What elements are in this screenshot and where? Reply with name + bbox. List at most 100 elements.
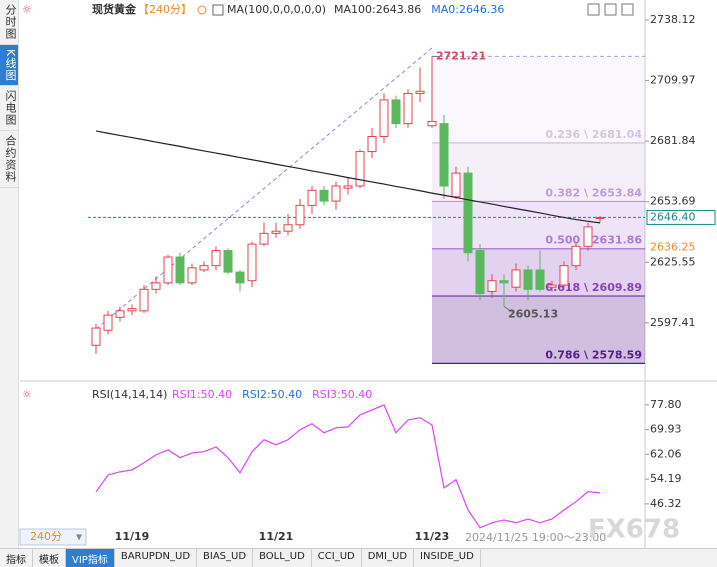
- y-tick-label: 2709.97: [650, 74, 696, 87]
- candle-body: [511, 269, 521, 288]
- candle-body: [307, 189, 317, 206]
- bottom-tab[interactable]: CCI_UD: [312, 549, 362, 567]
- fib-label: 0.382 \ 2653.84: [545, 186, 642, 199]
- y-tick-label: 77.80: [650, 398, 682, 411]
- candle-body: [499, 280, 509, 284]
- toolbar-icons: [587, 3, 634, 16]
- candle-body: [211, 250, 221, 267]
- candle-body: [451, 172, 461, 198]
- y-tick-label: 2681.84: [650, 134, 696, 147]
- period-label: 【240分】: [138, 3, 192, 16]
- annotation-pointer: [503, 305, 513, 313]
- candle-body: [391, 99, 401, 125]
- tool-icon[interactable]: [587, 3, 600, 16]
- candle-body: [127, 308, 137, 312]
- bottom-tab[interactable]: 模板: [33, 549, 66, 567]
- fib-label: 0.618 \ 2609.89: [545, 281, 642, 294]
- x-tick-label: 11/21: [259, 530, 294, 543]
- candle-body: [163, 256, 173, 284]
- annotation-label: 2605.13: [508, 307, 558, 320]
- candle-body: [223, 250, 233, 273]
- y-tick-label: 2625.55: [650, 255, 696, 268]
- instrument-title: 现货黄金: [92, 2, 137, 16]
- y-tick-label: 2738.12: [650, 13, 696, 26]
- candle-body: [367, 135, 377, 153]
- candle-body: [475, 250, 485, 295]
- bottom-tab[interactable]: DMI_UD: [362, 549, 415, 567]
- price-tag: [646, 209, 716, 225]
- y-tick-label: 46.32: [650, 497, 682, 510]
- legend-entry: MA0:2646.36: [431, 3, 504, 16]
- candle-body: [319, 189, 329, 202]
- price-tag-label: 2646.40: [650, 210, 696, 223]
- watermark: FX678: [588, 515, 680, 545]
- main-icon[interactable]: ☼: [22, 3, 32, 16]
- indicator-label: MA(100,0,0,0,0,0): [227, 3, 326, 16]
- candle-body: [439, 123, 449, 187]
- bottom-tab[interactable]: BOLL_UD: [253, 549, 312, 567]
- y-tick-label: 54.19: [650, 472, 682, 485]
- candle-body: [295, 204, 305, 226]
- candle-body: [235, 271, 245, 284]
- sidebar-tab[interactable]: 闪电图: [0, 86, 18, 132]
- legend-entry: RSI1:50.40: [172, 388, 232, 401]
- fib-label: 0.236 \ 2681.04: [545, 128, 642, 141]
- candle-body: [595, 216, 605, 219]
- bottom-tab[interactable]: INSIDE_UD: [414, 549, 481, 567]
- candle-body: [427, 120, 437, 127]
- candle-body: [487, 280, 497, 292]
- candle-body: [535, 269, 545, 290]
- candle-body: [355, 151, 365, 187]
- sidebar: 分时图 K线图 闪电图 合约资料: [0, 0, 19, 548]
- candle-body: [259, 232, 269, 245]
- candle-body: [91, 327, 101, 346]
- tool-icon[interactable]: [621, 3, 634, 16]
- y-tick-label: 69.93: [650, 423, 682, 436]
- series-line: [95, 404, 601, 529]
- candle-body: [547, 284, 557, 288]
- trend-line: [95, 47, 433, 330]
- candle-body: [571, 245, 581, 267]
- candle-body: [247, 243, 257, 282]
- fib-label: 0.500 \ 2631.86: [545, 234, 642, 247]
- fib-band: [432, 296, 645, 364]
- candle-body: [379, 99, 389, 137]
- candle-body: [331, 185, 341, 202]
- y-tick-label: 2653.69: [650, 195, 696, 208]
- candle-body: [199, 265, 209, 271]
- bottom-tab[interactable]: VIP指标: [66, 549, 115, 567]
- tool-icon[interactable]: [604, 3, 617, 16]
- x-tick-label: 11/23: [415, 530, 450, 543]
- candle-body: [151, 282, 161, 290]
- candle-body: [523, 269, 533, 290]
- sidebar-tab[interactable]: 合约资料: [0, 131, 18, 189]
- dropdown-arrow[interactable]: ▼: [76, 533, 83, 542]
- sidebar-tab[interactable]: 分时图: [0, 0, 18, 45]
- x-tick-label: 11/19: [115, 530, 150, 543]
- price-tag-label: 2636.25: [650, 240, 696, 253]
- candle-body: [403, 92, 413, 125]
- rsi-icon[interactable]: ☼: [22, 388, 32, 401]
- candle-body: [115, 310, 125, 318]
- rsi-title: RSI(14,14,14): [92, 388, 167, 401]
- candle-body: [583, 226, 593, 247]
- bottom-tab[interactable]: 指标: [0, 549, 33, 567]
- candle-body: [343, 185, 353, 189]
- fib-band: [432, 56, 645, 143]
- series-line: [95, 130, 601, 224]
- candle-body: [187, 267, 197, 284]
- candle-body: [271, 230, 281, 234]
- sidebar-tab[interactable]: K线图: [0, 45, 18, 87]
- legend-entry: MA100:2643.86: [334, 3, 421, 16]
- chart: 现货黄金 【240分】 MA(100,0,0,0,0,0) RSI(14,14,…: [19, 0, 717, 548]
- bottom-tab[interactable]: BIAS_UD: [197, 549, 254, 567]
- settings-icon[interactable]: [212, 4, 224, 16]
- period-selector[interactable]: [19, 528, 87, 546]
- period-selector-label[interactable]: 240分: [30, 530, 62, 543]
- legend-entry: RSI3:50.40: [312, 388, 372, 401]
- bottom-tab[interactable]: BARUPDN_UD: [115, 549, 198, 567]
- collapse-icon[interactable]: [197, 5, 207, 15]
- candle-body: [415, 90, 425, 94]
- annotation-label: 2721.21: [436, 49, 486, 62]
